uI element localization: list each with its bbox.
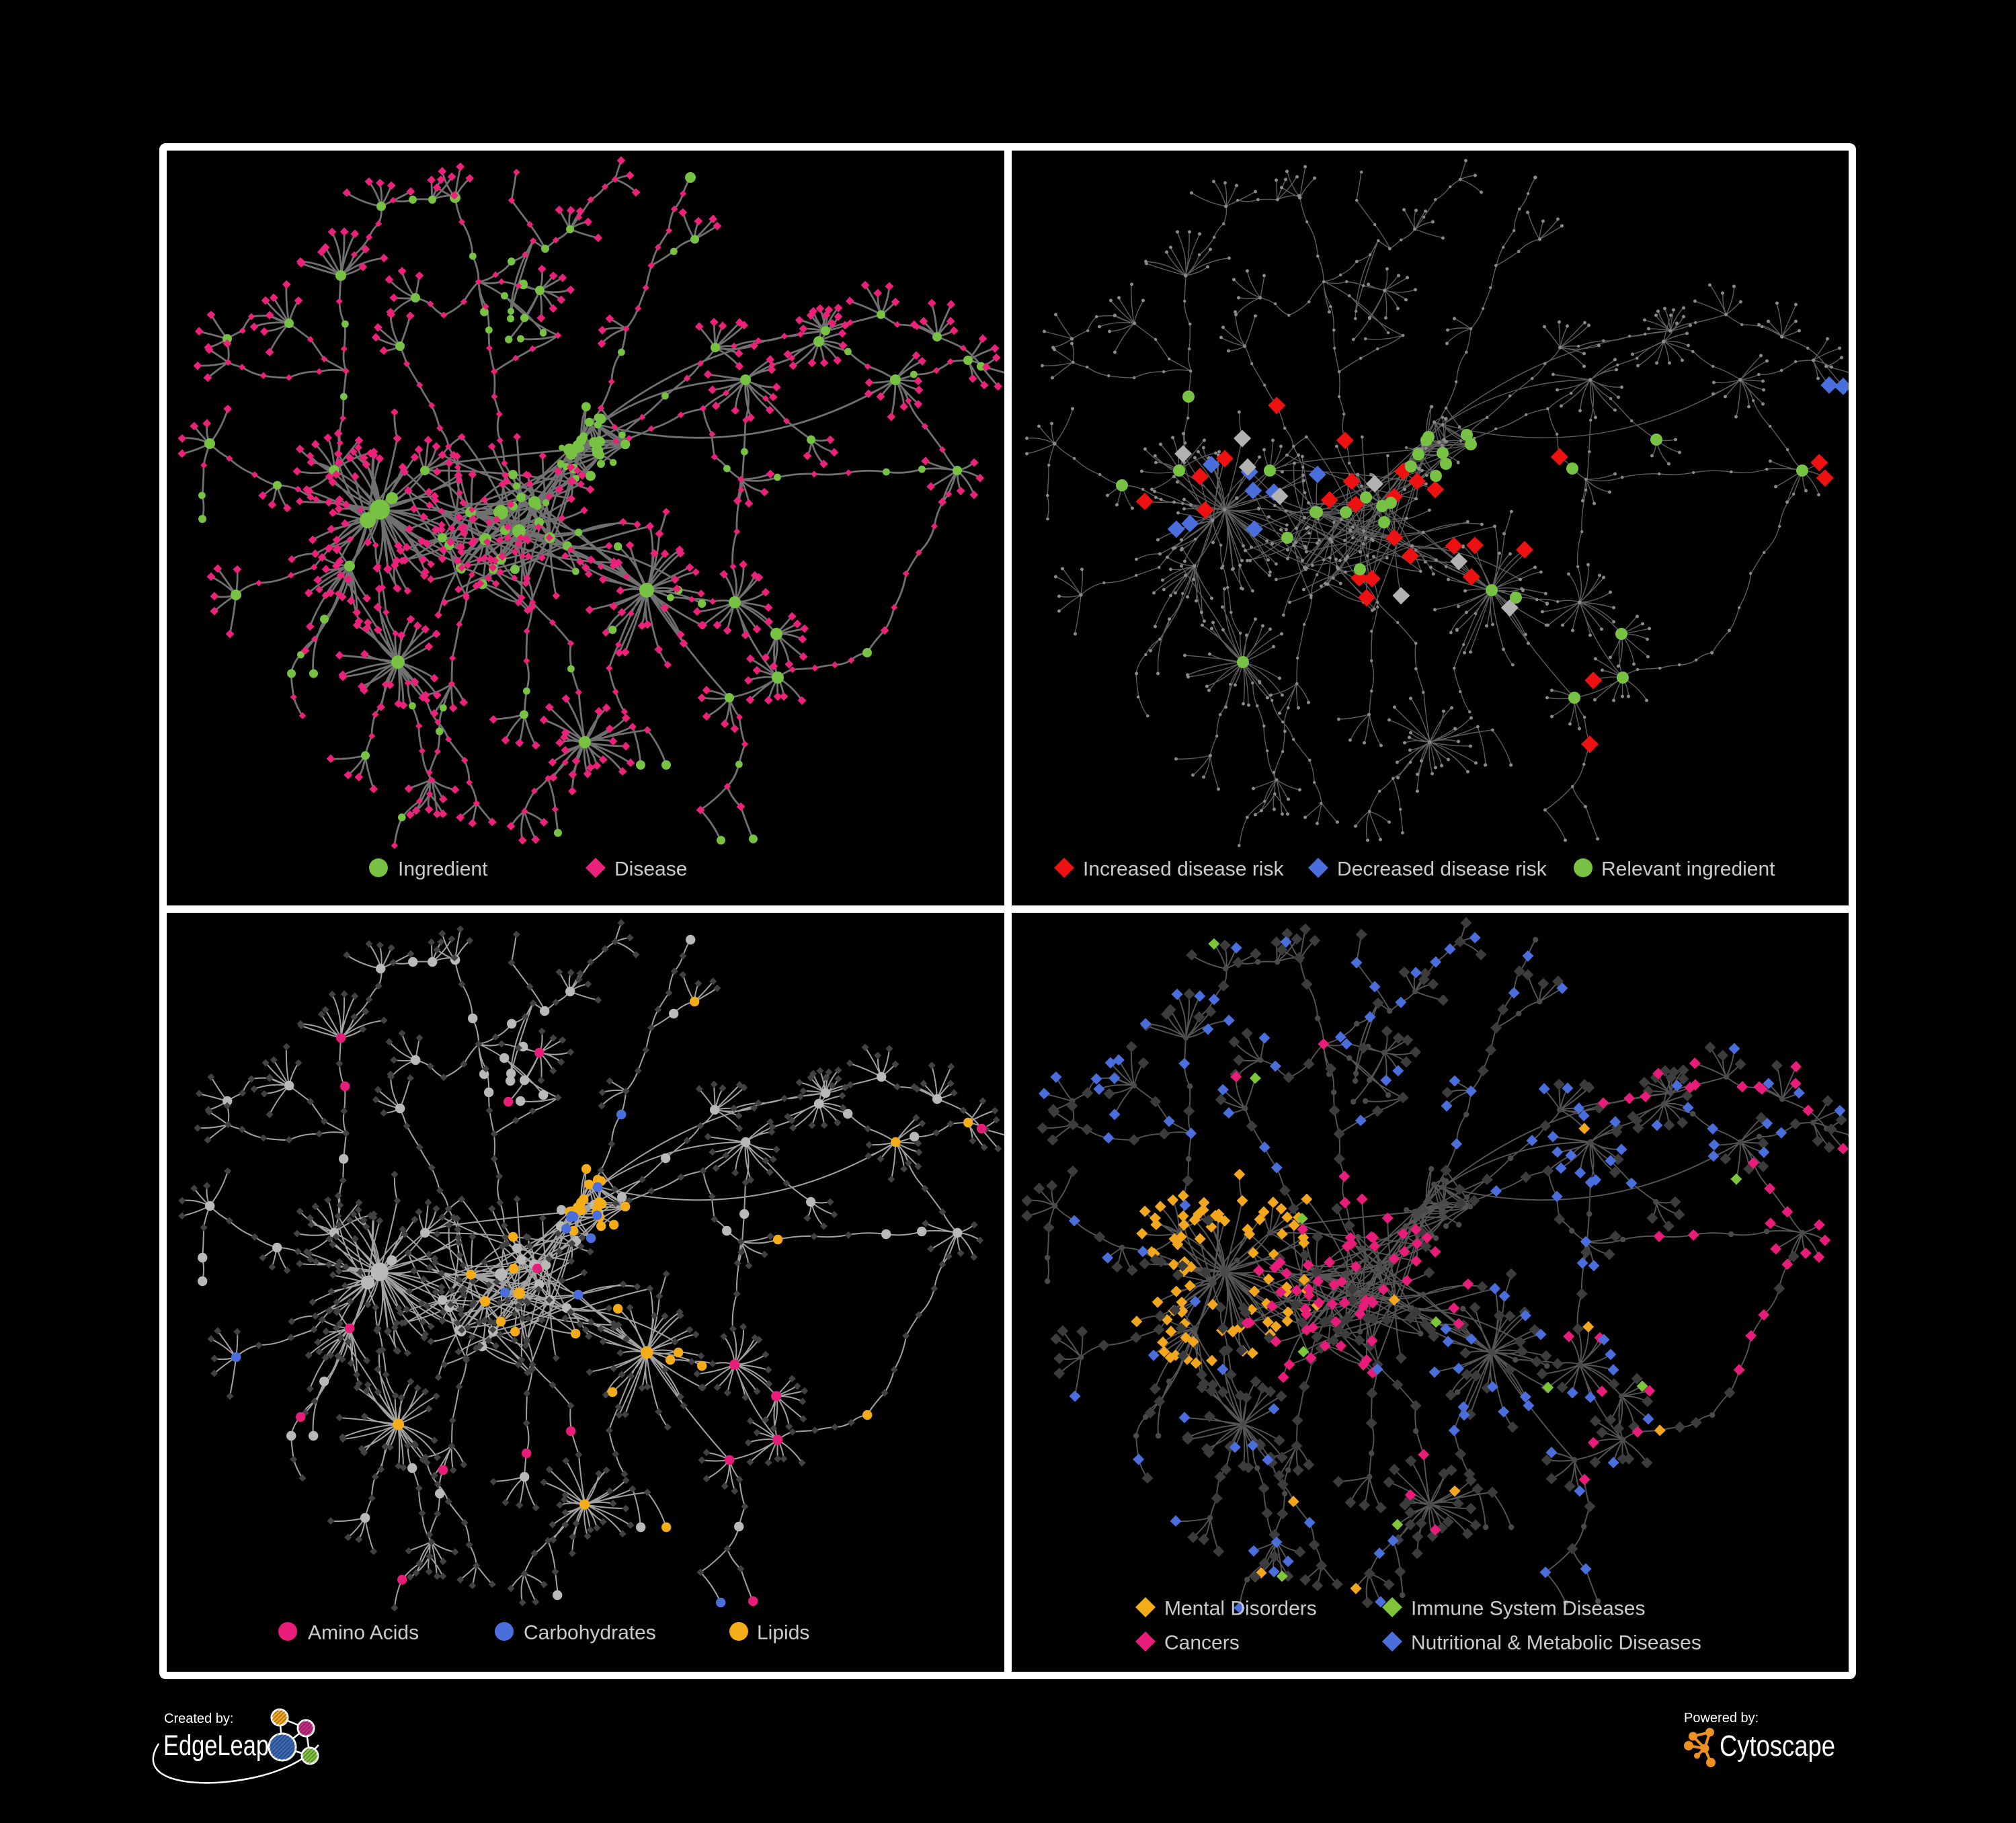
svg-text:Relevant ingredient: Relevant ingredient bbox=[1601, 858, 1775, 881]
svg-text:Disease: Disease bbox=[614, 858, 687, 881]
svg-text:Carbohydrates: Carbohydrates bbox=[524, 1622, 656, 1644]
svg-text:Amino Acids: Amino Acids bbox=[308, 1622, 419, 1644]
svg-text:Cancers: Cancers bbox=[1164, 1632, 1240, 1654]
svg-text:Immune System Diseases: Immune System Diseases bbox=[1411, 1598, 1645, 1620]
svg-text:Ingredient: Ingredient bbox=[398, 858, 488, 881]
svg-text:Cytoscape: Cytoscape bbox=[1720, 1730, 1835, 1763]
svg-text:Nutritional & Metabolic Diseas: Nutritional & Metabolic Diseases bbox=[1411, 1632, 1701, 1654]
svg-text:Mental Disorders: Mental Disorders bbox=[1164, 1598, 1317, 1620]
svg-text:Decreased disease risk: Decreased disease risk bbox=[1337, 858, 1547, 881]
svg-text:Powered by:: Powered by: bbox=[1684, 1711, 1759, 1726]
svg-text:Created by:: Created by: bbox=[164, 1711, 233, 1726]
svg-text:Lipids: Lipids bbox=[757, 1622, 809, 1644]
svg-text:EdgeLeap: EdgeLeap bbox=[163, 1730, 269, 1762]
svg-text:Increased disease risk: Increased disease risk bbox=[1083, 858, 1284, 881]
